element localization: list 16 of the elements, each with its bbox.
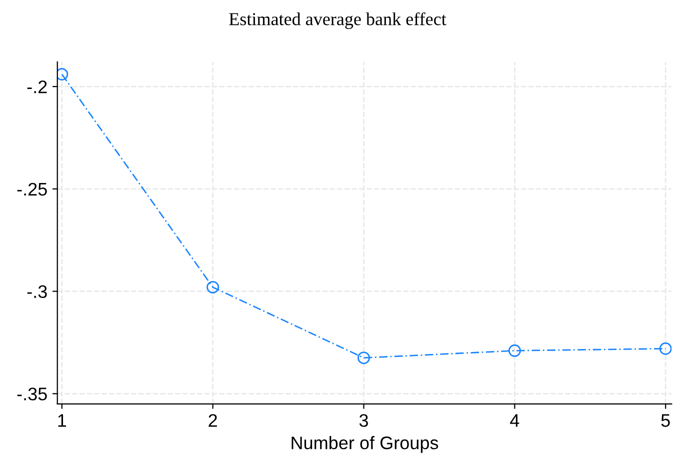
y-tick-label: -.25 — [17, 182, 47, 196]
x-axis-title: Number of Groups — [292, 436, 438, 453]
x-tick-label: 3 — [359, 414, 368, 427]
y-tick-label: -.3 — [27, 285, 47, 298]
point — [206, 280, 220, 294]
chart-title: Estimated average bank effect — [229, 12, 446, 29]
point — [659, 342, 672, 355]
x-tick-label: 1 — [58, 414, 66, 427]
x-tick-label: 2 — [208, 414, 217, 427]
x-tick-label: 4 — [510, 414, 520, 427]
point — [357, 352, 370, 364]
y-tick-label: -.2 — [27, 80, 47, 94]
x-tick-label: 5 — [661, 414, 670, 427]
point — [57, 68, 68, 80]
point — [508, 344, 521, 357]
y-tick-label: -.35 — [17, 388, 47, 400]
